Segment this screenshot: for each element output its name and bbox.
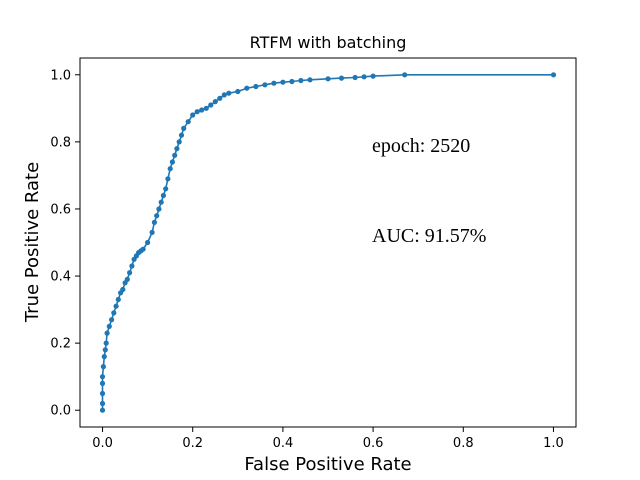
roc-point xyxy=(338,75,345,81)
roc-point xyxy=(172,152,178,158)
roc-point xyxy=(124,276,130,282)
roc-point xyxy=(145,239,151,246)
roc-point xyxy=(115,296,121,303)
roc-point xyxy=(203,105,209,111)
roc-point xyxy=(550,72,557,78)
roc-point xyxy=(226,90,232,96)
roc-point xyxy=(127,270,133,276)
x-axis-title: False Positive Rate xyxy=(244,454,411,475)
y-axis: 0.0 0.2 0.4 0.6 0.8 1.0 xyxy=(50,68,80,419)
x-tick-label: 1.0 xyxy=(543,436,564,451)
x-tick-label: 0.8 xyxy=(453,436,474,451)
roc-point xyxy=(307,77,313,83)
roc-point xyxy=(99,407,106,413)
roc-point xyxy=(181,125,187,131)
roc-point xyxy=(160,192,166,199)
roc-point xyxy=(154,213,160,219)
plot-frame xyxy=(79,57,577,428)
roc-point xyxy=(106,323,112,329)
y-tick-label: 0.0 xyxy=(50,404,71,419)
roc-point xyxy=(217,95,223,101)
roc-point xyxy=(156,206,162,212)
y-tick-label: 0.2 xyxy=(50,337,71,352)
roc-point xyxy=(280,79,286,85)
roc-point xyxy=(163,186,169,192)
roc-point xyxy=(99,380,106,386)
y-tick-label: 1.0 xyxy=(50,68,71,83)
roc-point xyxy=(298,77,304,84)
roc-point xyxy=(352,74,358,81)
y-axis-title: True Positive Rate xyxy=(22,162,43,323)
roc-point xyxy=(185,119,191,125)
series-layer xyxy=(99,72,557,413)
roc-point xyxy=(169,159,175,165)
x-tick-label: 0.0 xyxy=(92,436,113,451)
roc-point xyxy=(129,263,135,269)
roc-point xyxy=(208,102,214,108)
x-tick-label: 0.2 xyxy=(182,436,203,451)
roc-point xyxy=(253,83,259,90)
roc-point xyxy=(174,146,180,152)
y-tick-label: 0.4 xyxy=(50,270,71,285)
roc-point xyxy=(361,74,367,80)
roc-point xyxy=(99,390,106,397)
roc-point xyxy=(167,166,173,172)
roc-point xyxy=(262,82,268,88)
roc-point xyxy=(140,246,146,252)
roc-point xyxy=(235,88,241,95)
roc-point xyxy=(109,317,115,323)
roc-point xyxy=(151,219,157,225)
roc-point xyxy=(120,286,126,293)
roc-point xyxy=(402,72,408,78)
roc-point xyxy=(102,347,108,353)
epoch-annotation: epoch: 2520 xyxy=(372,135,470,157)
roc-point xyxy=(104,330,110,336)
roc-point xyxy=(199,107,205,113)
roc-point xyxy=(244,85,250,91)
roc-point xyxy=(176,139,182,145)
auc-annotation: AUC: 91.57% xyxy=(372,225,486,247)
roc-point xyxy=(165,176,171,182)
roc-point xyxy=(100,364,106,370)
roc-point xyxy=(99,374,106,380)
roc-point xyxy=(221,92,227,98)
roc-point xyxy=(103,340,109,346)
y-tick-label: 0.6 xyxy=(50,202,71,217)
x-tick-label: 0.6 xyxy=(363,436,384,451)
roc-point xyxy=(212,99,218,105)
roc-point xyxy=(99,400,106,407)
roc-point xyxy=(111,310,117,316)
roc-point xyxy=(194,109,200,115)
roc-point xyxy=(271,80,277,86)
roc-point xyxy=(370,73,376,79)
y-tick-label: 0.8 xyxy=(50,135,71,150)
x-tick-label: 0.4 xyxy=(273,436,294,451)
roc-point xyxy=(178,132,185,138)
roc-point xyxy=(289,78,295,85)
roc-point xyxy=(190,112,196,118)
roc-point xyxy=(158,199,164,205)
chart-title: RTFM with batching xyxy=(250,33,407,52)
roc-point xyxy=(149,229,155,235)
roc-point xyxy=(101,354,107,360)
roc-point xyxy=(325,76,331,82)
x-axis: 0.0 0.2 0.4 0.6 0.8 1.0 xyxy=(92,427,564,451)
roc-point xyxy=(113,303,119,309)
